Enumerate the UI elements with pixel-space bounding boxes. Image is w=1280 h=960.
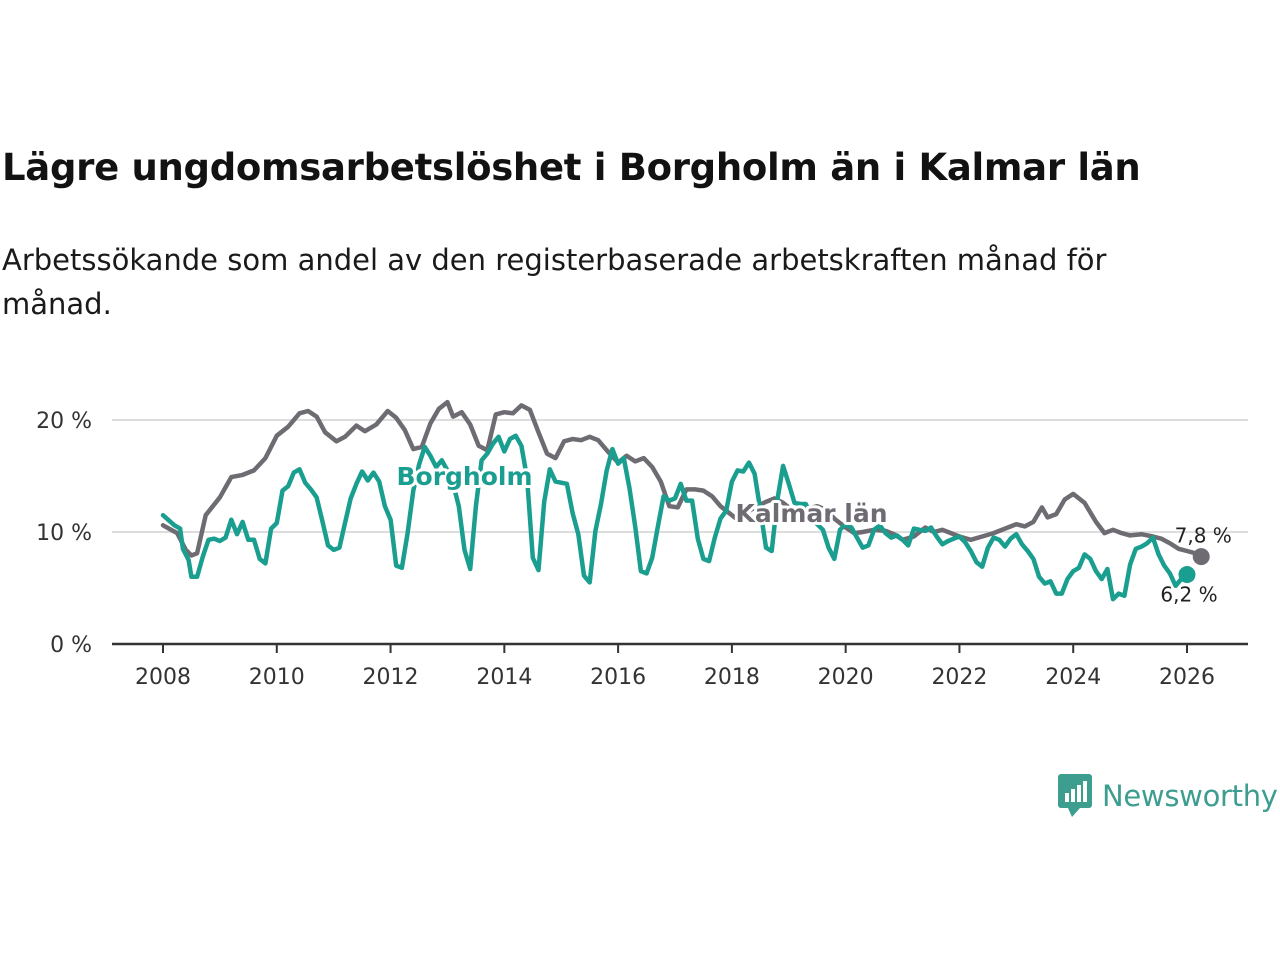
brand-logo: Newsworthy	[1058, 774, 1278, 818]
y-tick-label: 0 %	[50, 633, 92, 658]
x-tick-label: 2020	[818, 665, 874, 690]
grid-layer	[112, 419, 1248, 533]
y-tick-label: 10 %	[36, 521, 92, 546]
label-layer: 7,8 % Kalmar län 6,2 % Borgholm	[393, 459, 1232, 607]
series-layer	[160, 399, 1204, 602]
x-tick-label: 2026	[1159, 665, 1215, 690]
end-point-kalmar-län	[1192, 548, 1210, 566]
chart-title: Lägre ungdomsarbetslöshet i Borgholm än …	[2, 146, 1141, 189]
series-line-kalmar-län	[160, 399, 1204, 559]
x-tick-label: 2010	[249, 665, 305, 690]
newsworthy-icon	[1058, 774, 1092, 817]
x-tick-label: 2008	[135, 665, 191, 690]
end-point-borgholm	[1178, 566, 1196, 584]
series-line-borgholm	[160, 433, 1190, 602]
series-label-borgholm: Borgholm	[396, 462, 532, 491]
end-value-label-kalmar-län: 7,8 %	[1175, 524, 1232, 548]
x-tick-label: 2024	[1045, 665, 1101, 690]
series-label-kalmar-län: Kalmar län	[736, 499, 888, 528]
x-tick-label: 2018	[704, 665, 760, 690]
x-tick-label: 2014	[476, 665, 532, 690]
axis-layer: 0 % 10 % 20 % 2008 2010 2012 2014 2016 2018 2020 2…	[36, 409, 1248, 690]
brand-name: Newsworthy	[1102, 779, 1278, 813]
end-value-label-borgholm: 6,2 %	[1160, 583, 1217, 607]
y-tick-label: 20 %	[36, 409, 92, 434]
x-tick-label: 2016	[590, 665, 646, 690]
x-tick-label: 2022	[931, 665, 987, 690]
chart-subtitle: Arbetssökande som andel av den registerb…	[2, 243, 1107, 321]
x-tick-label: 2012	[363, 665, 419, 690]
